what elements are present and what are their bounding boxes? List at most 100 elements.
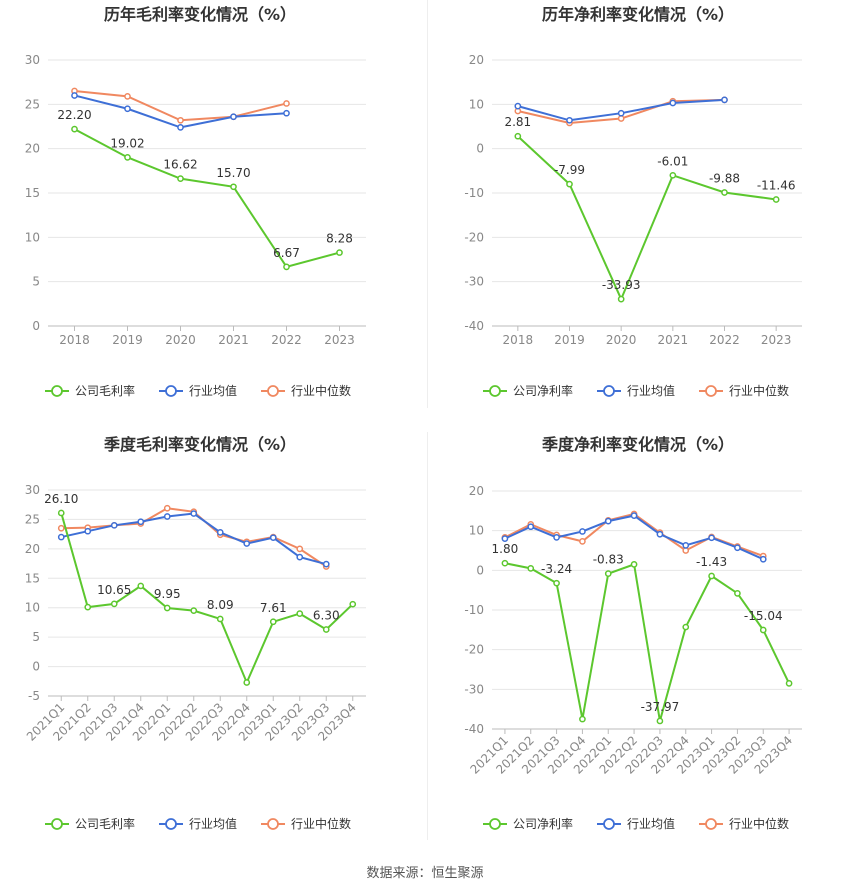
series-line-company bbox=[60, 512, 354, 686]
data-point-avg bbox=[283, 109, 290, 117]
x-tick-label: 2022 bbox=[709, 333, 740, 347]
data-point-company bbox=[566, 180, 573, 188]
legend-item[interactable]: 行业均值 bbox=[159, 816, 237, 831]
y-tick-label: 25 bbox=[25, 512, 40, 526]
chart-title: 历年毛利率变化情况（%） bbox=[104, 5, 296, 24]
data-point-avg bbox=[230, 113, 237, 121]
data-point-company bbox=[216, 615, 224, 623]
data-point-company bbox=[669, 171, 677, 179]
data-label: -0.83 bbox=[593, 553, 624, 567]
data-label: -3.24 bbox=[541, 562, 572, 576]
x-tick-label: 2023 bbox=[324, 333, 355, 347]
data-point-company bbox=[230, 183, 237, 191]
legend-item[interactable]: 行业均值 bbox=[159, 383, 237, 398]
data-point-avg bbox=[124, 105, 131, 113]
data-point-avg bbox=[322, 560, 330, 568]
data-point-company bbox=[137, 582, 145, 590]
y-tick-label: -30 bbox=[464, 682, 484, 696]
data-point-avg bbox=[57, 533, 65, 541]
chart-quarterly-net-margin: 季度净利率变化情况（%） -40 -30 -20 -10 0 10 20 2021Q1 2021Q… bbox=[428, 430, 850, 850]
legend-item[interactable]: 行业中位数 bbox=[261, 816, 351, 831]
x-tick-label: 2020 bbox=[165, 333, 196, 347]
legend-item[interactable]: 公司毛利率 bbox=[45, 383, 135, 398]
series-line-company bbox=[74, 128, 340, 269]
data-point-company bbox=[527, 565, 535, 572]
series-line-median bbox=[504, 512, 764, 557]
legend-marker bbox=[267, 385, 279, 397]
data-point-company bbox=[110, 600, 118, 608]
legend-marker bbox=[165, 818, 177, 830]
legend-item[interactable]: 行业中位数 bbox=[261, 383, 351, 398]
legend-item[interactable]: 公司净利率 bbox=[483, 383, 573, 398]
y-tick-label: -5 bbox=[28, 689, 40, 703]
legend-label: 公司毛利率 bbox=[75, 383, 135, 398]
series-line-company bbox=[517, 135, 777, 302]
legend-label: 行业中位数 bbox=[729, 816, 789, 831]
legend-marker bbox=[603, 385, 615, 397]
data-point-avg bbox=[617, 109, 625, 117]
data-point-company bbox=[617, 295, 625, 303]
data-point-avg bbox=[669, 99, 677, 107]
data-label: -37.97 bbox=[641, 700, 680, 714]
divider-bottom bbox=[427, 432, 428, 840]
data-point-company bbox=[322, 626, 330, 633]
divider-top bbox=[427, 0, 428, 408]
data-point-company bbox=[579, 715, 586, 723]
data-point-avg bbox=[579, 528, 586, 535]
data-point-company bbox=[759, 626, 767, 634]
x-tick-label: 2023 bbox=[761, 333, 792, 347]
data-label: 19.02 bbox=[110, 136, 144, 150]
legend-label: 行业均值 bbox=[189, 383, 237, 398]
legend-item[interactable]: 行业中位数 bbox=[699, 816, 789, 831]
data-point-company bbox=[243, 679, 251, 686]
chart-annual-net-margin: 历年净利率变化情况（%） -40 -30 -20 -10 0 10 20 2018 2019 202… bbox=[428, 0, 850, 420]
legend-marker bbox=[603, 818, 615, 830]
data-point-company bbox=[785, 680, 793, 687]
legend-item[interactable]: 行业中位数 bbox=[699, 383, 789, 398]
y-tick-label: -10 bbox=[464, 186, 484, 200]
data-point-avg bbox=[527, 523, 535, 531]
y-tick-label: 30 bbox=[25, 53, 40, 67]
y-tick-label: 20 bbox=[25, 542, 40, 556]
data-point-avg bbox=[296, 553, 304, 561]
x-tick-label: 2022 bbox=[271, 333, 302, 347]
data-point-avg bbox=[656, 530, 664, 538]
legend-marker bbox=[51, 818, 63, 830]
legend-item[interactable]: 行业均值 bbox=[597, 816, 675, 831]
data-point-company bbox=[734, 589, 741, 597]
x-tick-label: 2021 bbox=[658, 333, 689, 347]
series-line-company bbox=[504, 562, 790, 722]
data-label: -33.93 bbox=[602, 278, 641, 292]
data-point-avg bbox=[110, 521, 118, 529]
x-tick-label: 2019 bbox=[112, 333, 143, 347]
series-line-median bbox=[61, 507, 327, 568]
y-tick-label: -40 bbox=[464, 319, 484, 333]
x-tick-label: 2018 bbox=[59, 333, 90, 347]
data-point-median bbox=[579, 538, 586, 545]
data-point-company bbox=[84, 603, 92, 611]
x-tick-label: 2018 bbox=[503, 333, 534, 347]
legend-item[interactable]: 公司毛利率 bbox=[45, 816, 135, 831]
legend-item[interactable]: 行业均值 bbox=[597, 383, 675, 398]
data-point-median bbox=[124, 93, 131, 100]
y-tick-label: 10 bbox=[469, 97, 484, 111]
data-point-avg bbox=[216, 529, 224, 536]
y-tick-label: -20 bbox=[464, 230, 484, 244]
y-tick-label: -20 bbox=[464, 643, 484, 657]
data-point-avg bbox=[163, 513, 171, 520]
y-tick-label: 0 bbox=[32, 319, 40, 333]
data-point-avg bbox=[84, 527, 92, 535]
data-point-company bbox=[57, 509, 65, 517]
data-point-avg bbox=[177, 124, 184, 131]
legend-label: 行业均值 bbox=[189, 816, 237, 831]
legend-marker bbox=[267, 818, 279, 830]
chart-title: 季度净利率变化情况（%） bbox=[541, 435, 734, 454]
data-point-company bbox=[604, 570, 612, 577]
data-point-company bbox=[553, 579, 560, 587]
x-tick-label: 2021 bbox=[218, 333, 249, 347]
legend-label: 行业中位数 bbox=[291, 383, 351, 398]
legend-item[interactable]: 公司净利率 bbox=[483, 816, 573, 831]
series-line-avg bbox=[61, 512, 327, 566]
y-tick-label: 10 bbox=[25, 601, 40, 615]
data-point-company bbox=[177, 175, 184, 182]
